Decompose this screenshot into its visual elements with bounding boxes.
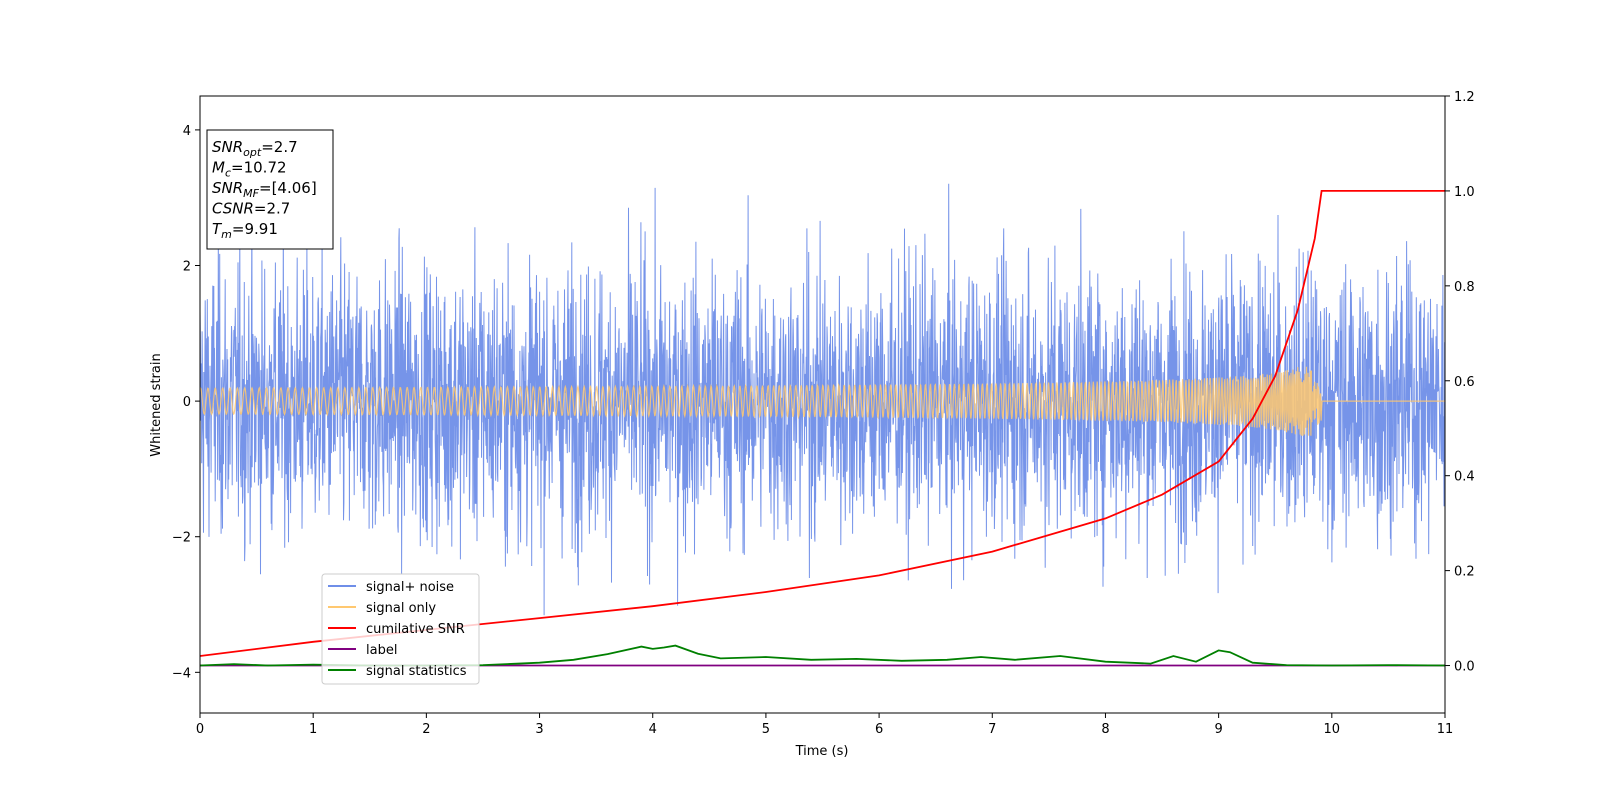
x-tick-label: 10: [1324, 722, 1341, 737]
y-left-tick-label: −2: [172, 531, 191, 546]
y-axis-left: 4 2 0 −2 −4: [172, 124, 200, 681]
series-signal-noise: [200, 183, 1445, 616]
y-left-tick-label: 4: [183, 124, 191, 139]
legend-entry: cumilative SNR: [366, 622, 465, 637]
x-tick-label: 6: [875, 722, 883, 737]
annotation-line: Tm=9.91: [212, 220, 278, 241]
x-tick-label: 3: [535, 722, 543, 737]
legend-entry: label: [366, 643, 397, 658]
y-left-tick-label: 2: [183, 260, 191, 275]
y-right-tick-label: 0.0: [1454, 660, 1475, 675]
y-right-tick-label: 0.8: [1454, 280, 1475, 295]
y-left-tick-label: −4: [172, 666, 191, 681]
y-axis-right: 1.2 1.0 0.8 0.6 0.4 0.2 0.0: [1445, 90, 1475, 675]
y-right-tick-label: 0.2: [1454, 565, 1475, 580]
x-axis-label: Time (s): [795, 744, 849, 759]
x-tick-label: 9: [1214, 722, 1222, 737]
legend-entry: signal+ noise: [366, 580, 454, 595]
axes-frame: [199, 95, 1446, 714]
x-tick-label: 5: [762, 722, 770, 737]
legend-entry: signal only: [366, 601, 436, 616]
annotation-line: SNRMF=[4.06]: [212, 179, 317, 200]
legend: signal+ noise signal only cumilative SNR la…: [321, 573, 480, 685]
y-right-tick-label: 0.4: [1454, 470, 1475, 485]
x-tick-label: 7: [988, 722, 996, 737]
series-cumilative-SNR: [200, 189, 1445, 657]
x-axis: 0 1 2 3 4 5 6 7 8 9 10 11: [196, 713, 1453, 737]
legend-entry: signal statistics: [366, 664, 467, 679]
y-right-tick-label: 1.0: [1454, 185, 1475, 200]
y-left-tick-label: 0: [183, 395, 191, 410]
x-tick-label: 4: [649, 722, 657, 737]
y-right-tick-label: 1.2: [1454, 90, 1475, 105]
x-tick-label: 1: [309, 722, 317, 737]
x-tick-label: 11: [1437, 722, 1454, 737]
annotation-line: CSNR=2.7: [212, 200, 290, 218]
y-axis-label: Whitened strain: [149, 353, 164, 456]
y-right-tick-label: 0.6: [1454, 375, 1475, 390]
annotation-line: SNRopt=2.7: [212, 138, 298, 159]
x-tick-label: 2: [422, 722, 430, 737]
x-tick-label: 8: [1101, 722, 1109, 737]
annotation-line: Mc=10.72: [212, 159, 287, 180]
series-signal-only: [200, 366, 1445, 436]
x-tick-label: 0: [196, 722, 204, 737]
